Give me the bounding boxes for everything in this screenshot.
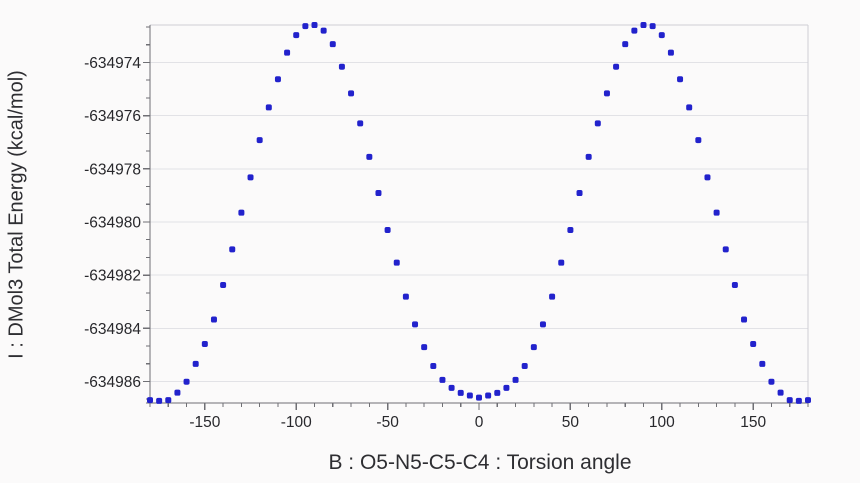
data-point: [466, 392, 473, 399]
data-point: [210, 316, 217, 323]
data-point: [530, 344, 537, 351]
data-point: [384, 226, 391, 233]
data-point: [238, 209, 245, 216]
data-point: [293, 32, 300, 39]
y-tick-label: -634978: [84, 161, 141, 178]
data-point: [393, 259, 400, 266]
data-point: [174, 389, 181, 396]
data-point: [430, 363, 437, 370]
data-point: [713, 209, 720, 216]
data-point: [274, 76, 281, 83]
data-point: [311, 22, 318, 28]
x-tick-label: 150: [740, 414, 766, 431]
data-point: [375, 190, 382, 196]
data-point: [731, 281, 738, 288]
data-point: [805, 397, 811, 404]
y-tick-label: -634984: [84, 321, 141, 338]
data-point: [256, 137, 263, 144]
data-point: [777, 389, 784, 396]
data-point: [768, 378, 775, 385]
data-point: [156, 397, 163, 404]
data-point: [192, 360, 199, 367]
y-tick-label: -634982: [84, 268, 141, 285]
data-point: [412, 321, 419, 328]
data-point: [220, 281, 227, 288]
data-point: [302, 23, 309, 30]
data-point: [539, 321, 546, 328]
x-tick-label: -100: [281, 414, 312, 431]
data-point: [677, 76, 684, 83]
data-point: [147, 397, 153, 404]
data-point: [695, 137, 702, 144]
data-point: [448, 384, 455, 391]
y-tick-label: -634976: [84, 108, 141, 125]
data-point: [357, 120, 364, 127]
data-point: [576, 190, 583, 196]
data-point: [229, 246, 236, 253]
data-point: [512, 376, 519, 383]
data-point: [165, 397, 172, 404]
x-tick-label: 0: [475, 414, 484, 431]
data-point: [549, 293, 556, 300]
data-point: [320, 27, 327, 34]
data-points: [147, 22, 811, 404]
data-point: [439, 376, 446, 383]
data-point: [338, 63, 345, 70]
data-point: [521, 363, 528, 370]
x-tick-label: -50: [376, 414, 399, 431]
data-point: [265, 104, 272, 111]
data-point: [640, 22, 647, 28]
data-point: [722, 246, 729, 253]
x-tick-label: -150: [189, 414, 220, 431]
data-point: [686, 104, 693, 111]
data-point: [667, 49, 674, 56]
y-tick-label: -634974: [84, 55, 141, 72]
data-point: [421, 344, 428, 351]
x-axis: -150 -100 -50 0 50 100 150: [149, 403, 809, 431]
y-axis-title: I : DMol3 Total Energy (kcal/mol): [5, 70, 28, 359]
x-axis-title: B : O5-N5-C5-C4 : Torsion angle: [328, 451, 632, 474]
data-point: [622, 41, 629, 48]
data-point: [658, 32, 665, 39]
data-point: [247, 174, 254, 181]
data-point: [284, 49, 291, 56]
data-point: [741, 316, 748, 323]
x-tick-label: 100: [649, 414, 675, 431]
data-point: [485, 392, 492, 399]
data-point: [457, 389, 464, 396]
data-point: [594, 120, 601, 127]
data-point: [494, 389, 501, 396]
data-point: [759, 360, 766, 367]
data-point: [558, 259, 565, 266]
y-tick-label: -634980: [84, 214, 141, 231]
x-tick-label: 50: [562, 414, 580, 431]
gridlines: [150, 61, 808, 382]
data-point: [603, 90, 610, 97]
data-point: [567, 226, 574, 233]
data-point: [649, 23, 656, 30]
data-point: [503, 384, 510, 391]
data-point: [329, 41, 336, 48]
data-point: [476, 394, 482, 401]
y-tick-label: -634986: [84, 374, 141, 391]
data-point: [402, 293, 409, 300]
data-point: [201, 340, 208, 347]
data-point: [366, 153, 373, 160]
data-point: [786, 397, 793, 404]
y-axis: -634974 -634976 -634978 -634980 -634982 -6349…: [84, 26, 150, 400]
data-point: [795, 397, 802, 404]
data-point: [585, 153, 592, 160]
data-point: [704, 174, 711, 181]
plot-frame: [146, 24, 809, 404]
data-point: [348, 90, 355, 97]
data-point: [750, 340, 757, 347]
data-point: [613, 63, 620, 70]
data-point: [631, 27, 638, 34]
data-point: [183, 378, 190, 385]
